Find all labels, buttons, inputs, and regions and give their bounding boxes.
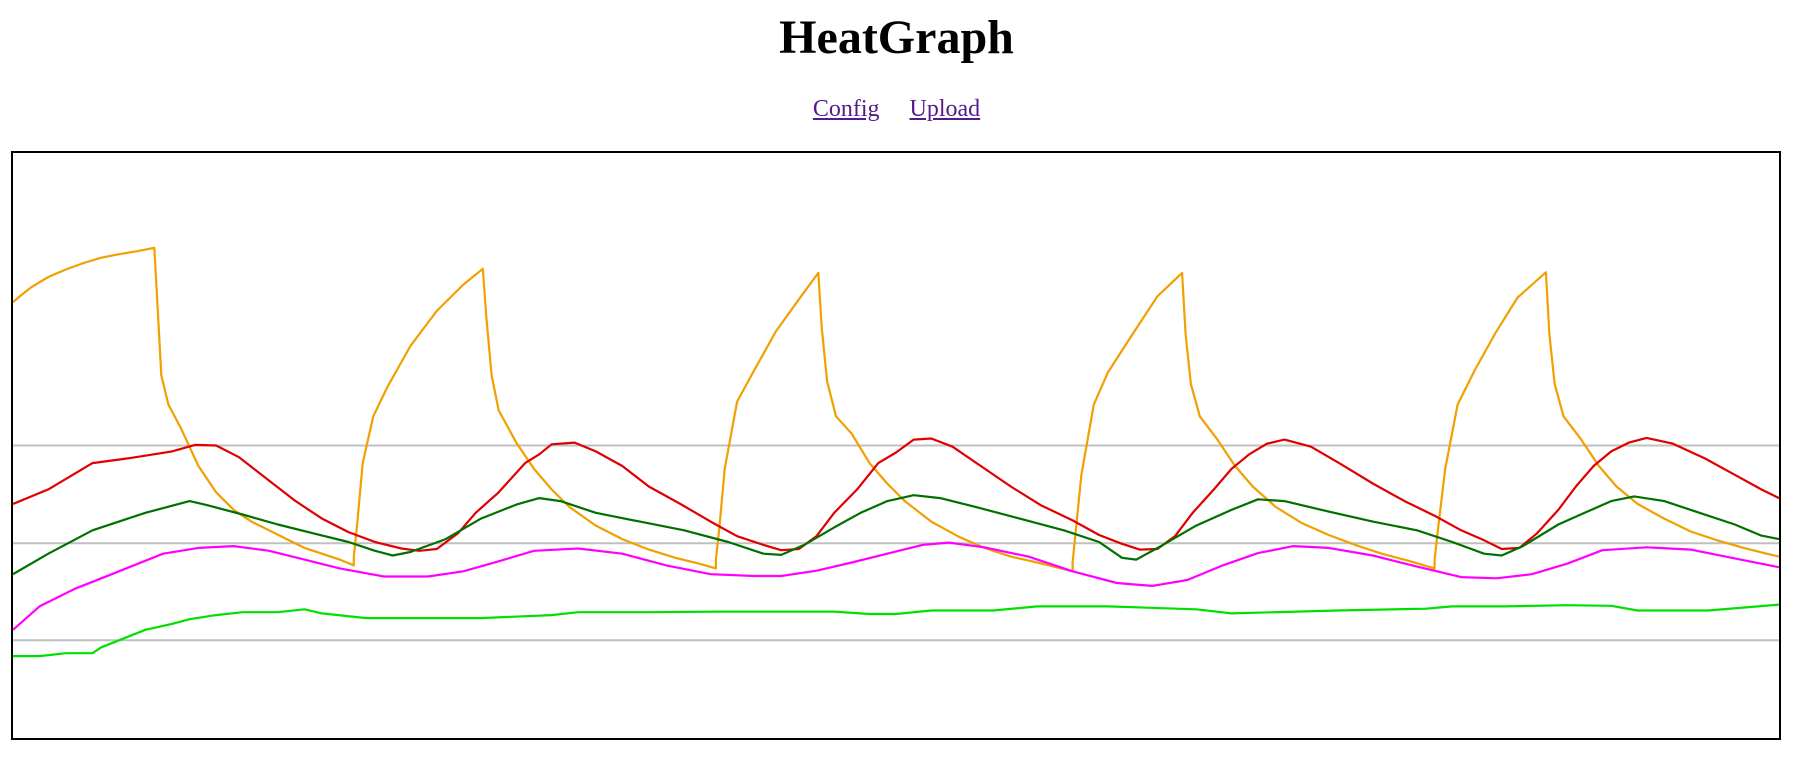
- chart-plot-area: [13, 246, 1779, 658]
- series-line-3: [13, 494, 1779, 576]
- heat-graph-chart: [11, 151, 1781, 740]
- series-line-5: [13, 603, 1779, 658]
- series-line-2: [13, 436, 1779, 552]
- series-lines: [13, 246, 1779, 658]
- series-line-4: [13, 541, 1779, 631]
- nav-links: Config Upload: [0, 96, 1793, 123]
- page-title: HeatGraph: [779, 11, 1014, 64]
- config-link[interactable]: Config: [812, 96, 880, 122]
- series-line-1: [13, 246, 1779, 573]
- reference-lines: [13, 444, 1779, 642]
- upload-link[interactable]: Upload: [909, 96, 981, 122]
